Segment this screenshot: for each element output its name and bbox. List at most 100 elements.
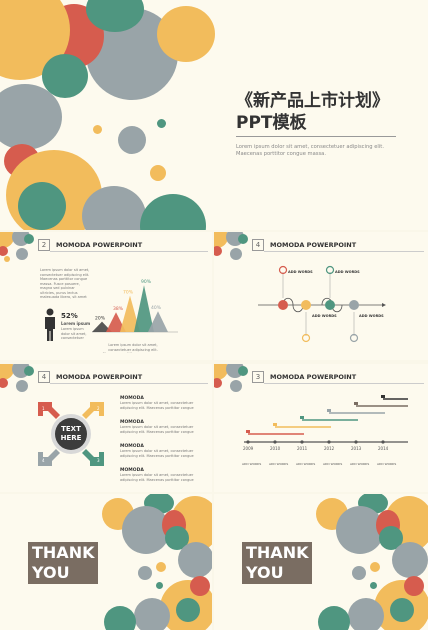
decor-circle — [214, 364, 228, 380]
slide-arrows[interactable]: 4 MOMODA POWERPOINT 1 2 3 4 TEXT HERE MO… — [0, 364, 212, 492]
decor-circle — [0, 246, 8, 256]
slide-header: 3 MOMODA POWERPOINT — [252, 370, 356, 384]
decor-circle — [0, 378, 8, 388]
decor-circle — [238, 366, 248, 376]
decor-circle — [93, 125, 102, 134]
slide-timeline[interactable]: 3 MOMODA POWERPOINT 2009 2010 2011 2012 … — [214, 364, 428, 492]
decor-circle — [370, 582, 377, 589]
slide-header: 4 MOMODA POWERPOINT — [38, 370, 142, 384]
slide-thanks-2[interactable]: THANK YOU — [214, 494, 428, 630]
peak-chart: 20% 38% 70% 90% 40% — [92, 279, 178, 333]
slide-number: 4 — [252, 239, 264, 251]
timeline-dot — [246, 440, 250, 444]
process-node-label: ADD WORDS — [359, 314, 384, 318]
header-divider — [50, 383, 208, 384]
process-node-label: ADD WORDS — [312, 314, 337, 318]
arrow-number: 2 — [97, 406, 100, 411]
timeline-year: 2011 — [297, 446, 308, 451]
decor-circle — [390, 598, 414, 622]
decor-circle — [138, 566, 152, 580]
cover-divider — [236, 136, 396, 137]
decor-circle — [157, 6, 215, 62]
decor-circle — [4, 256, 10, 262]
decor-circle — [16, 380, 28, 392]
thank-you-text: THANK YOU — [242, 542, 313, 584]
arrows-diagram — [38, 402, 104, 466]
decor-circle — [230, 380, 242, 392]
decor-circle — [230, 248, 242, 260]
list-item: MOMODA Lorem ipsum dolor sit amet, conse… — [120, 444, 194, 458]
peak-data-label: 40% — [151, 305, 162, 311]
decor-circle — [176, 598, 200, 622]
timeline-col-label: ADD WORDS — [269, 462, 289, 466]
thank-you-text: THANK YOU — [28, 542, 99, 584]
peak-mark — [120, 295, 140, 332]
decor-circle — [24, 234, 34, 244]
slide-title: MOMODA POWERPOINT — [56, 241, 143, 249]
slide-number: 4 — [38, 371, 50, 383]
slide-process[interactable]: 4 MOMODA POWERPOINT ADD WORDS ADD WORDS … — [214, 232, 428, 360]
peak-data-label: 20% — [95, 316, 106, 322]
chart-caption: Lorem ipsum dolor sit amet, consectetuer… — [103, 343, 164, 353]
decor-circle — [157, 119, 166, 128]
process-node-label: ADD WORDS — [288, 270, 313, 274]
process-flow — [258, 265, 386, 343]
timeline-year: 2012 — [324, 446, 335, 451]
timeline-year: 2013 — [351, 446, 362, 451]
cover-title: 《新产品上市计划》 PPT模板 — [236, 91, 389, 133]
slide-header: 2 MOMODA POWERPOINT — [38, 238, 142, 252]
timeline-col-label: ADD WORDS — [296, 462, 316, 466]
peak-data-label: 90% — [141, 279, 152, 285]
timeline-col-label: ADD WORDS — [377, 462, 397, 466]
cover-slide[interactable]: 《新产品上市计划》 PPT模板 Lorem ipsum dolor sit am… — [0, 0, 428, 230]
decor-circle — [404, 576, 424, 596]
peak-mark — [106, 312, 126, 332]
timeline-flag — [246, 430, 250, 433]
slide-title: MOMODA POWERPOINT — [56, 373, 143, 381]
decor-circle — [178, 542, 212, 578]
timeline-flag — [273, 423, 277, 426]
decor-circle — [104, 606, 136, 630]
decor-circle — [150, 165, 166, 181]
slide-peak-chart[interactable]: 2 MOMODA POWERPOINT Lorem ipsum dolor si… — [0, 232, 212, 360]
slide-thanks-1[interactable]: THANK YOU — [0, 494, 212, 630]
decor-circle — [82, 186, 146, 230]
timeline-dot — [354, 440, 358, 444]
timeline-col-label: ADD WORDS — [323, 462, 343, 466]
slide-title: MOMODA POWERPOINT — [270, 241, 357, 249]
decor-circle — [18, 182, 66, 230]
timeline-chart — [244, 395, 408, 444]
list-item: MOMODA Lorem ipsum dolor sit amet, conse… — [120, 420, 194, 434]
decor-circle — [156, 562, 166, 572]
decor-circle — [392, 542, 428, 578]
timeline-year: 2014 — [378, 446, 389, 451]
decor-circle — [118, 126, 146, 154]
peak-data-label: 70% — [123, 290, 134, 296]
stat-body: Lorem ipsum dolor sit amet, consectetuer… — [61, 327, 87, 341]
decor-circle — [370, 562, 380, 572]
decor-circle — [238, 234, 248, 244]
arrow-number: 4 — [42, 458, 45, 463]
timeline-flag — [327, 409, 331, 412]
timeline-dot — [327, 440, 331, 444]
list-item: MOMODA Lorem ipsum dolor sit amet, conse… — [120, 396, 194, 410]
center-text: TEXT HERE — [60, 425, 82, 442]
decor-circle — [0, 84, 62, 150]
decor-circle — [214, 232, 228, 248]
person-icon — [45, 308, 55, 341]
peak-mark — [148, 311, 168, 332]
slide-title: MOMODA POWERPOINT — [270, 373, 357, 381]
header-divider — [264, 383, 424, 384]
decor-circle — [134, 598, 170, 630]
timeline-flag — [354, 402, 358, 405]
timeline-flag — [300, 416, 304, 419]
timeline-dot — [300, 440, 304, 444]
list-item: MOMODA Lorem ipsum dolor sit amet, conse… — [120, 468, 194, 482]
decor-circle — [214, 378, 222, 388]
arrow-number: 1 — [42, 406, 45, 411]
cover-description: Lorem ipsum dolor sit amet, consectetuer… — [236, 144, 384, 157]
peak-mark — [92, 321, 112, 332]
decor-circle — [140, 194, 206, 230]
decor-circle — [214, 246, 222, 256]
peak-data-label: 38% — [113, 306, 124, 312]
